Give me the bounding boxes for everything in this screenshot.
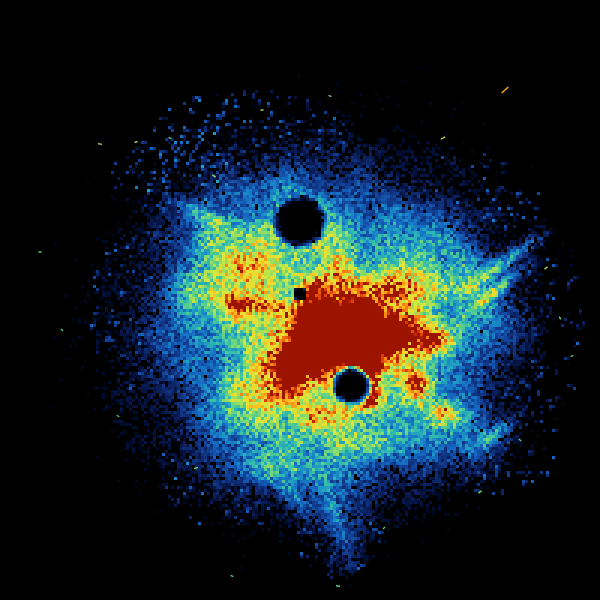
image-viewport: False-colour X-ray intensity map Diffuse… [0, 0, 600, 600]
intensity-field-canvas [0, 0, 600, 600]
